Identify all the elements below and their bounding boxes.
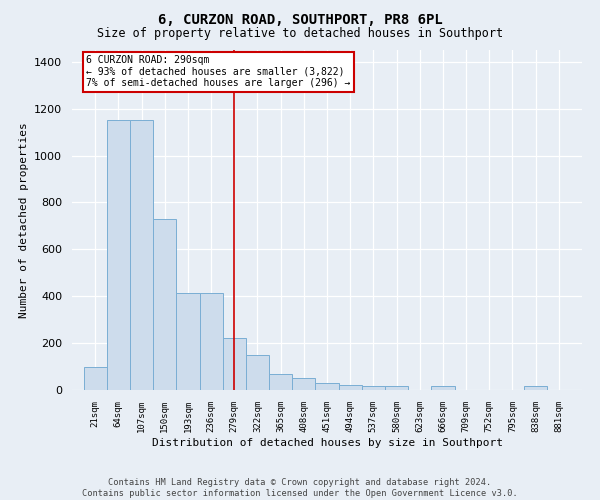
Bar (338, 386, 362, 390)
Bar (269, 374, 292, 390)
Bar (223, 338, 246, 390)
Bar (246, 355, 269, 390)
Bar (431, 386, 455, 390)
Text: 6 CURZON ROAD: 290sqm
← 93% of detached houses are smaller (3,822)
7% of semi-de: 6 CURZON ROAD: 290sqm ← 93% of detached … (86, 55, 350, 88)
Bar (176, 292, 199, 390)
Y-axis label: Number of detached properties: Number of detached properties (19, 122, 29, 318)
Bar (107, 120, 130, 390)
Bar (362, 386, 385, 390)
Text: Size of property relative to detached houses in Southport: Size of property relative to detached ho… (97, 28, 503, 40)
Bar (524, 386, 547, 390)
Bar (83, 366, 107, 390)
Bar (199, 292, 223, 390)
Bar (385, 386, 408, 390)
Bar (153, 219, 176, 390)
X-axis label: Distribution of detached houses by size in Southport: Distribution of detached houses by size … (151, 438, 503, 448)
Text: 6, CURZON ROAD, SOUTHPORT, PR8 6PL: 6, CURZON ROAD, SOUTHPORT, PR8 6PL (158, 12, 442, 26)
Text: Contains HM Land Registry data © Crown copyright and database right 2024.
Contai: Contains HM Land Registry data © Crown c… (82, 478, 518, 498)
Bar (316, 383, 338, 390)
Bar (292, 378, 316, 390)
Bar (130, 120, 153, 390)
